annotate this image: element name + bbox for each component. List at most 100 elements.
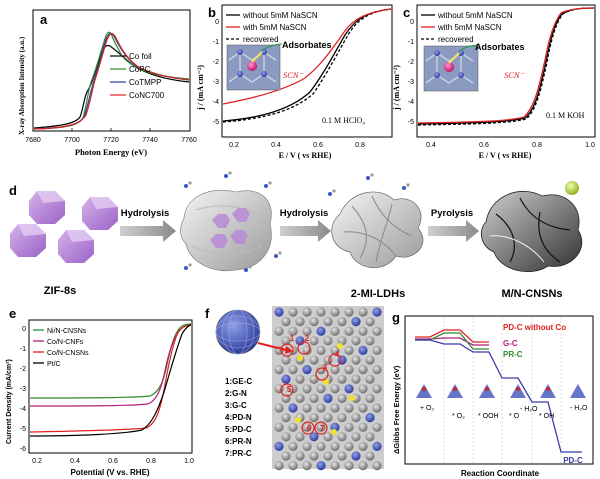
lattice-atom (309, 413, 319, 423)
lattice-atom (309, 432, 319, 442)
lattice-atom (316, 307, 326, 317)
curve-pt-c (29, 324, 192, 437)
profile-pr-c (415, 332, 489, 350)
legend-label: CoPC (129, 65, 151, 74)
legend-label: with 5mM NaSCN (437, 23, 502, 32)
tick-label: -5 (20, 426, 26, 433)
panel-f: f 1 2 3 4 5 6 7 1:GE-C (205, 306, 384, 471)
legend-label: Pt/C (47, 361, 61, 368)
arrow-pyrolysis (428, 220, 479, 242)
tick-label: 0 (410, 19, 414, 26)
tick-label: 0.6 (313, 142, 323, 149)
legend-label: Ni/N-CNSNs (47, 328, 87, 335)
lattice-atom (365, 336, 375, 346)
lattice-atom (302, 461, 312, 471)
legend-label: Co/N-CNSNs (47, 350, 89, 357)
lattice-atom (309, 336, 319, 346)
panel-g-ylabel: ΔGibbs Free Energy (eV) (392, 365, 401, 454)
lattice-atom (274, 403, 284, 413)
lattice-atom (302, 422, 312, 432)
panel-c-curves (417, 7, 595, 126)
lattice-atom (281, 432, 291, 442)
lattice-atom (302, 345, 312, 355)
tick-label: 7740 (142, 137, 158, 144)
lattice-atom (349, 395, 355, 401)
lattice-atom (351, 355, 361, 365)
tick-label: 1.0 (184, 458, 194, 465)
tick-label: -1 (213, 39, 219, 46)
tick-label: 0.6 (479, 142, 489, 149)
panel-a: a X-ray Absorption Intensity (a.u.) Phot… (18, 9, 197, 157)
lattice-atom (330, 441, 340, 451)
lattice-atom (351, 432, 361, 442)
tick-label: 7760 (181, 137, 197, 144)
panel-g-letter: g (392, 310, 400, 325)
legend-label: with 5mM NaSCN (242, 23, 307, 32)
lattice-atom (323, 451, 333, 461)
lattice-atom (281, 355, 291, 365)
legend-label: Co foil (129, 52, 152, 61)
zif8-crystal (58, 230, 94, 263)
panel-d-letter: d (9, 183, 17, 198)
lattice-atom (295, 393, 305, 403)
panel-b-curves (222, 8, 392, 123)
lattice-atom (344, 461, 354, 471)
site-legend-item: 5:PD-C (225, 425, 252, 434)
lattice-atom (351, 413, 361, 423)
tick-label: 0.2 (32, 458, 42, 465)
lattice-atom (295, 432, 305, 442)
site-legend-item: 4:PD-N (225, 413, 252, 422)
site-legend-item: 3:G-C (225, 401, 247, 410)
lattice-atom (309, 393, 319, 403)
structure-thumbnails (416, 384, 586, 398)
label-ldh: 2-MI-LDHs (351, 288, 405, 300)
panel-c-frame (416, 4, 596, 138)
site-marker (301, 421, 315, 435)
panel-b-electrolyte: 0.1 M HClO₄ (322, 116, 365, 125)
panel-e-xlabel: Potential (V vs. RHE) (70, 468, 149, 477)
lattice-atom (323, 413, 333, 423)
lattice-atom (372, 422, 382, 432)
panel-c-electrolyte: 0.1 M KOH (546, 111, 585, 120)
tick-label: 0 (22, 326, 26, 333)
site-marker-label: 6 (307, 424, 312, 433)
lattice-atom (288, 365, 298, 375)
tick-label: 0.4 (70, 458, 80, 465)
lattice-atom (351, 336, 361, 346)
ldh-flower (328, 173, 424, 269)
series-label: PD-C (563, 456, 583, 465)
curve-with (222, 8, 392, 105)
lattice-atom (365, 374, 375, 384)
lattice-atom (358, 345, 368, 355)
h2o-label: - H₂O (520, 406, 538, 413)
panel-d: d ZIF-8s Hydrolysis (9, 171, 583, 300)
zif8-crystal (10, 224, 46, 257)
energy-profiles (415, 329, 582, 453)
series-label: G-C (503, 339, 518, 348)
tick-label: -3 (408, 79, 414, 86)
lattice-atom (281, 336, 291, 346)
lattice-atom (372, 326, 382, 336)
panel-e: e Current Density (mA/cm²) Potential (V … (6, 306, 194, 477)
panel-a-letter: a (40, 12, 48, 27)
lattice-atom (358, 365, 368, 375)
lattice-atom (274, 326, 284, 336)
panel-a-frame (32, 9, 191, 132)
lattice-atom (302, 441, 312, 451)
lattice-atom (330, 365, 340, 375)
lattice-atom (337, 451, 347, 461)
tick-label: -3 (213, 79, 219, 86)
panel-c-ylabel: j / (mA cm⁻²) (392, 65, 401, 111)
site-legend: 1:GE-C 2:G-N 3:G-C 4:PD-N 5:PD-C 6:PR-N … (225, 377, 252, 458)
panel-e-curves (29, 323, 192, 437)
lattice-atom (358, 307, 368, 317)
cnsn-cluster (480, 181, 583, 273)
lattice-atom (365, 393, 375, 403)
lattice-atom (337, 343, 343, 349)
panel-a-legend: Co foil CoPC CoTMPP CoNC700 (110, 52, 165, 100)
lattice-atom (323, 336, 333, 346)
zif8-crystals (10, 191, 118, 263)
lattice-atom (316, 365, 326, 375)
zif8-crystal (82, 197, 118, 230)
lattice-atom (302, 307, 312, 317)
